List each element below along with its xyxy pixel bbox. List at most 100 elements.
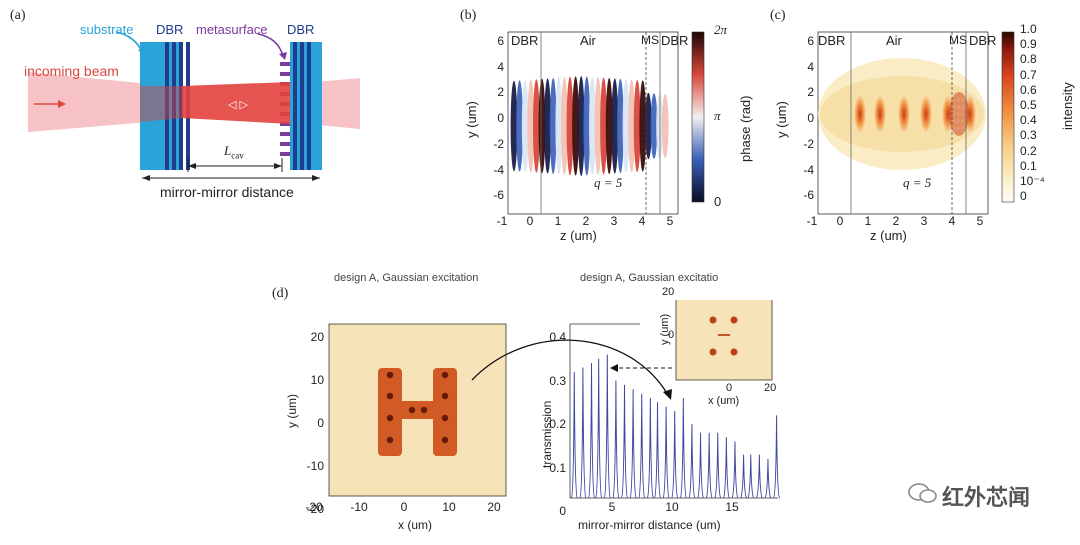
b-region-air: Air: [580, 33, 596, 48]
transmission-peak: [612, 380, 620, 499]
d-right-ytick: 0.1: [549, 460, 566, 475]
phase-band: [538, 78, 546, 174]
d-right-xlabel: mirror-mirror distance (um): [578, 518, 721, 532]
b-xtick: 3: [610, 214, 618, 228]
transmission-peak: [595, 358, 603, 499]
ms-lobe: [949, 92, 969, 136]
c-xtick: -1: [806, 214, 818, 228]
b-cbar-label: phase (rad): [738, 95, 753, 162]
transmission-peak: [662, 406, 670, 499]
b-xlabel: z (um): [560, 228, 597, 243]
b-y-ticks: 6 4 2 0 -2 -4 -6: [484, 29, 504, 209]
inset-xlabel: x (um): [708, 395, 740, 407]
b-ytick: 0: [497, 111, 504, 126]
b-ylabel: y (um): [464, 101, 479, 138]
intensity-lobe: [873, 92, 887, 136]
d-left-xtick: 20: [487, 500, 501, 514]
phase-band: [645, 92, 652, 160]
c-region-air: Air: [886, 33, 902, 48]
transmission-peak: [697, 432, 704, 499]
phase-band: [605, 78, 613, 174]
d-right-ytick: 0.2: [549, 417, 566, 431]
inset-bar: [718, 334, 730, 336]
panel-c-label: (c): [770, 8, 786, 23]
transmission-peak: [740, 454, 748, 499]
c-ytick: 2: [807, 85, 814, 100]
phase-band: [572, 76, 579, 176]
d-right-title: design A, Gaussian excitatio: [580, 272, 719, 284]
c-xtick: 4: [948, 214, 956, 228]
b-ytick: -6: [493, 188, 504, 203]
phase-band: [650, 93, 658, 159]
phase-band: [622, 79, 630, 173]
transmission-peak: [747, 454, 755, 499]
d-left-xtick: 0: [400, 500, 408, 514]
inset-xtick-20: 20: [764, 382, 777, 394]
d-left-title: design A, Gaussian excitation: [334, 272, 479, 284]
c-q-label: q = 5: [903, 175, 932, 190]
b-ytick: -2: [493, 136, 504, 151]
b-xtick: 0: [526, 214, 534, 228]
c-ytick: 6: [807, 34, 814, 48]
h-hotspot: [441, 371, 449, 379]
b-q-label: q = 5: [594, 175, 623, 190]
d-left-xlabel: x (um): [398, 518, 432, 532]
c-xtick: 0: [836, 214, 844, 228]
c-region-dbr1: DBR: [818, 33, 846, 48]
d-right-ytick: 0.4: [549, 330, 566, 344]
d-left-ytick: 20: [310, 330, 324, 344]
d-left-y-ticks: 20 10 0 -10 -20: [302, 316, 324, 531]
b-cbar-bottom: 0: [714, 194, 722, 209]
d-left-x-ticks: -20 -10 0 10 20: [305, 500, 514, 514]
c-x-ticks: -1 0 1 2 3 4 5: [807, 214, 992, 230]
phase-band: [639, 80, 647, 172]
h-hotspot: [386, 392, 394, 400]
phase-band: [510, 80, 518, 172]
phase-band: [656, 93, 663, 159]
b-region-ms: MS: [641, 33, 659, 47]
inset-spot: [730, 316, 738, 324]
mirror-distance-label: mirror-mirror distance: [160, 184, 294, 200]
panel-b-label: (b): [460, 8, 477, 23]
panel-c-intensity-plot: [817, 31, 1015, 215]
c-cbar-ticks: 1.0 0.9 0.8 0.7 0.6 0.5 0.4 0.3 0.2 0.1 10⁻⁴ 0: [1020, 22, 1060, 204]
intensity-lobe: [919, 92, 933, 136]
phase-band: [521, 80, 529, 172]
inset-spot: [709, 316, 717, 324]
b-xtick: 1: [554, 214, 562, 228]
panel-d-plots: [328, 300, 781, 499]
c-cbar-tick: 0.2: [1020, 143, 1037, 158]
h-hotspot: [408, 406, 416, 414]
c-cbar-tick: 0.8: [1020, 52, 1037, 67]
incoming-beam-label: incoming beam: [24, 63, 119, 79]
h-hotspot: [420, 406, 428, 414]
phase-band: [527, 79, 535, 173]
c-cbar-tick: 0.3: [1020, 128, 1037, 143]
b-cbar-mid: π: [714, 108, 721, 123]
phase-band: [628, 79, 635, 173]
inset-ytick-top: 20: [662, 286, 675, 298]
transmission-peak: [755, 454, 763, 499]
transmission-peak: [679, 397, 687, 499]
transmission-peak: [646, 397, 654, 499]
metasurface-label: metasurface: [196, 22, 268, 37]
d-right-ytick: 0.3: [549, 373, 566, 388]
h-hotspot: [386, 371, 394, 379]
intensity-lobe: [853, 92, 867, 136]
transmission-peak: [764, 458, 772, 499]
phase-band: [544, 78, 551, 174]
transmission-peak: [705, 432, 713, 499]
d-left-xtick: -20: [305, 500, 323, 514]
panel-b-phase-plot: [507, 31, 705, 215]
panel-d-label: (d): [272, 286, 289, 301]
phase-band: [577, 76, 585, 176]
transmission-peak: [638, 393, 646, 499]
d-right-ytick: 0: [559, 504, 566, 518]
l-cav-label: Lcav: [224, 143, 244, 161]
phase-band: [549, 78, 557, 174]
dbr-right-label: DBR: [287, 22, 315, 37]
c-cbar-tick: 0.7: [1020, 67, 1037, 82]
h-hotspot: [441, 392, 449, 400]
b-cbar-top: 2π: [714, 22, 728, 37]
c-cbar-tick: 0: [1020, 189, 1027, 204]
